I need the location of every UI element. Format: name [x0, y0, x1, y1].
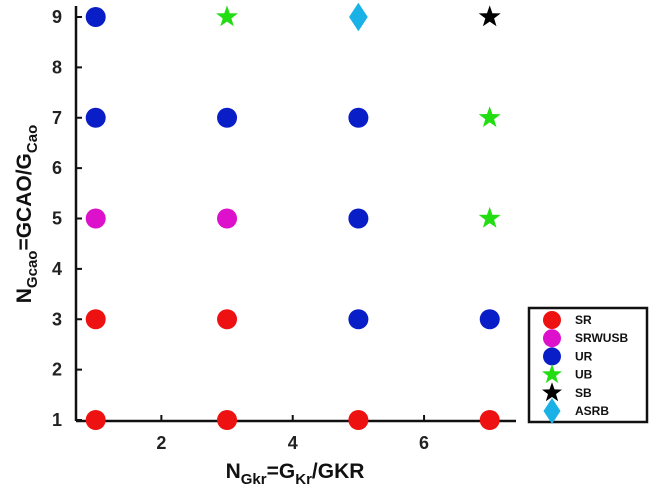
srwusb-marker	[85, 208, 106, 229]
sb-marker	[478, 5, 501, 27]
y-axis-label: NGcao=GCAO/GCao	[13, 125, 41, 303]
sr-marker	[85, 309, 106, 330]
x-axis-label: NGkr=GKr/GKR	[226, 460, 365, 488]
legend-ub-symbol	[542, 364, 562, 384]
ur-marker	[348, 309, 369, 330]
sr-marker	[217, 410, 238, 430]
legend-label: UR	[575, 349, 593, 363]
x-tick-label: 2	[156, 433, 166, 453]
data-markers	[85, 2, 501, 430]
legend-label: SR	[575, 313, 592, 327]
legend-ur-symbol	[543, 347, 561, 366]
sr-marker	[479, 410, 500, 430]
legend-label: SB	[575, 386, 592, 400]
y-ticks: 1 2 3 4 5 6 7 8 9	[52, 7, 82, 430]
y-tick-label: 8	[52, 57, 62, 77]
y-tick-label: 7	[52, 108, 62, 128]
y-tick-label: 1	[52, 410, 62, 430]
x-tick-label: 6	[419, 433, 429, 453]
y-tick-label: 9	[52, 7, 62, 27]
x-ticks: 2 4 6	[156, 415, 429, 453]
legend-label: ASRB	[575, 404, 609, 418]
legend-sr-symbol	[543, 311, 561, 329]
legend-label: UB	[575, 368, 593, 382]
ur-marker	[348, 208, 369, 229]
sr-marker	[348, 410, 369, 430]
legend-sb-symbol	[542, 382, 562, 402]
ur-marker	[85, 7, 106, 27]
sr-marker	[85, 410, 106, 430]
ur-marker	[85, 107, 106, 128]
legend-item-sb: SB	[542, 382, 592, 402]
legend-item-ub: UB	[542, 364, 593, 384]
legend: SR SRWUSB UR UB SB ASRB	[527, 306, 649, 424]
y-tick-label: 4	[52, 259, 62, 279]
legend-item-srwusb: SRWUSB	[543, 329, 628, 348]
y-tick-label: 2	[52, 360, 62, 380]
legend-item-ur: UR	[543, 347, 593, 366]
y-tick-label: 5	[52, 209, 62, 229]
plot-area: 1 2 3 4 5 6 7 8 9 2 4 6	[52, 2, 516, 453]
y-tick-label: 3	[52, 309, 62, 329]
sr-marker	[217, 309, 238, 330]
legend-item-asrb: ASRB	[543, 398, 609, 424]
ub-marker	[478, 106, 501, 128]
srwusb-marker	[217, 208, 238, 229]
ur-marker	[348, 107, 369, 128]
x-tick-label: 4	[288, 433, 298, 453]
ur-marker	[479, 309, 500, 330]
legend-label: SRWUSB	[575, 331, 628, 345]
legend-item-sr: SR	[543, 311, 592, 329]
ub-marker	[216, 5, 238, 27]
legend-asrb-symbol	[543, 398, 561, 424]
ur-marker	[217, 107, 238, 128]
y-tick-label: 6	[52, 158, 62, 178]
ub-marker	[478, 206, 501, 228]
legend-srwusb-symbol	[543, 329, 561, 348]
asrb-marker	[349, 2, 368, 32]
